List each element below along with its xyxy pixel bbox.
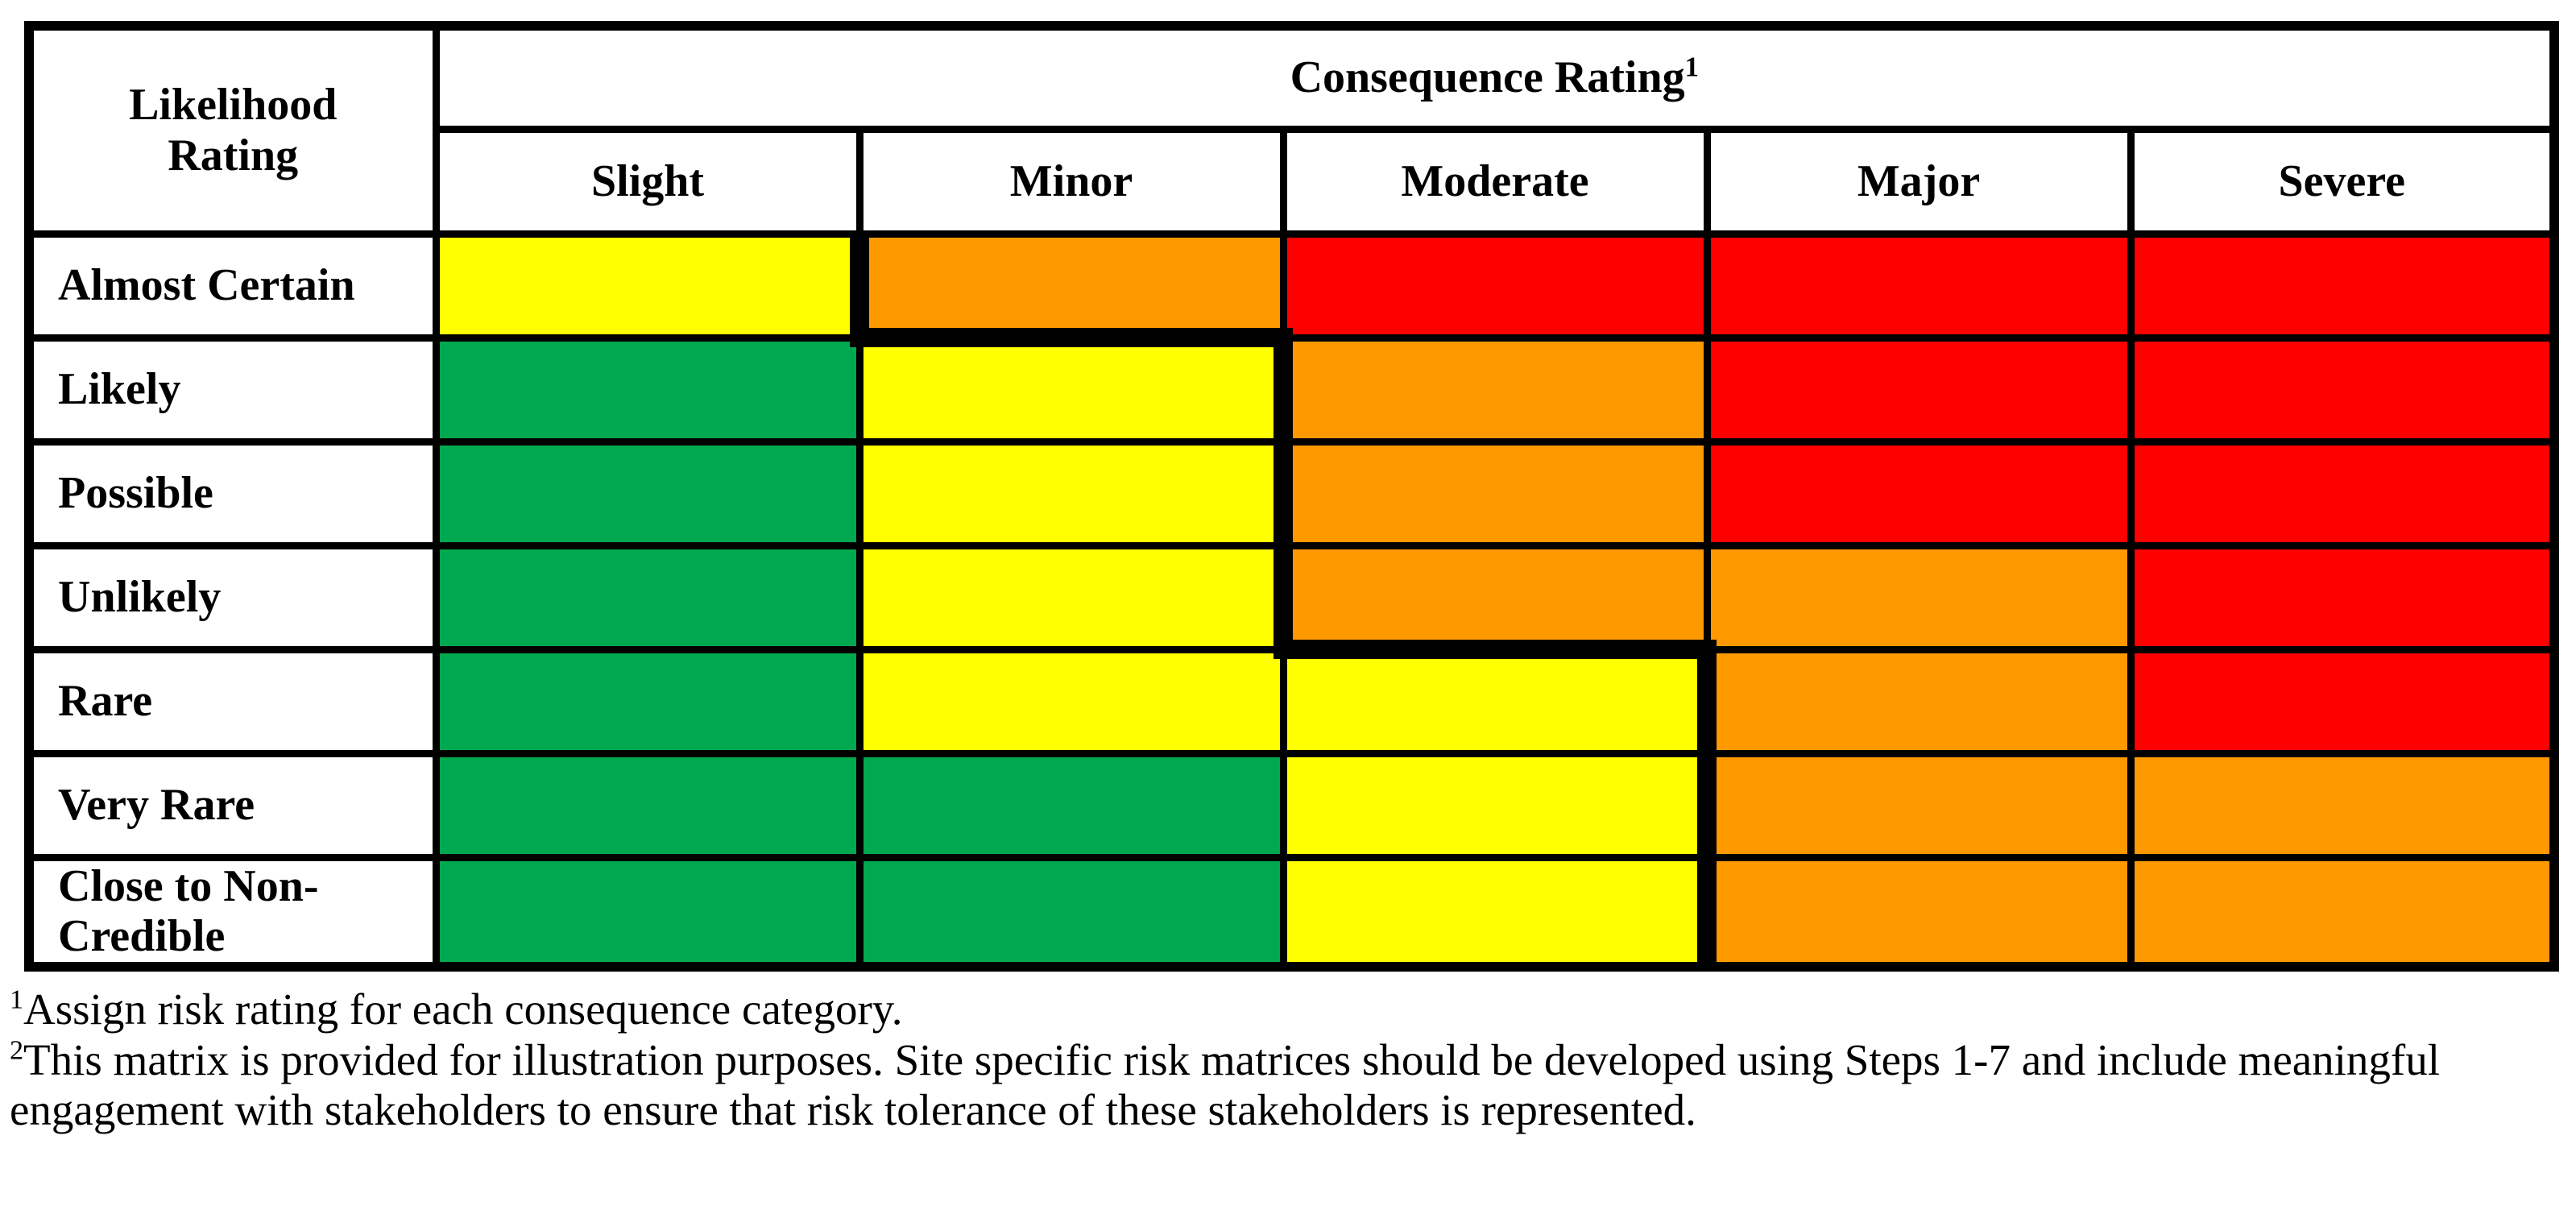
consequence-columns-row: Slight Minor Moderate Major Severe	[29, 125, 2558, 238]
row-label-unlikely: Unlikely	[25, 541, 440, 653]
risk-cell-close-to-non-credible-severe	[2127, 853, 2558, 971]
risk-cell-very-rare-major	[1697, 749, 2135, 861]
risk-cell-likely-minor	[855, 334, 1287, 446]
footnote-marker-2: 2	[10, 1035, 24, 1066]
table-row-possible: Possible	[25, 437, 2558, 549]
risk-cell-almost-certain-severe	[2127, 230, 2558, 342]
row-label-likely: Likely	[25, 334, 440, 446]
risk-cell-possible-major	[1703, 437, 2135, 549]
risk-cell-unlikely-major	[1703, 541, 2135, 653]
risk-cell-rare-minor	[855, 645, 1287, 757]
table-row-likely: Likely	[25, 334, 2558, 446]
row-label-very-rare: Very Rare	[25, 749, 440, 861]
risk-cell-unlikely-severe	[2127, 541, 2558, 653]
risk-cell-likely-moderate	[1274, 334, 1711, 446]
consequence-rating-header-label: Consequence Rating	[1290, 52, 1685, 103]
risk-cell-almost-certain-minor	[850, 230, 1287, 347]
row-label-almost-certain: Almost Certain	[25, 230, 440, 342]
table-row-unlikely: Unlikely	[25, 541, 2558, 659]
risk-cell-close-to-non-credible-moderate	[1279, 853, 1711, 971]
column-header-severe: Severe	[2127, 125, 2558, 238]
risk-cell-almost-certain-major	[1703, 230, 2135, 342]
risk-cell-likely-severe	[2127, 334, 2558, 446]
risk-cell-possible-slight	[432, 437, 863, 549]
column-header-moderate: Moderate	[1279, 125, 1711, 238]
risk-matrix-table: Likelihood Rating Consequence Rating1 Sl…	[24, 21, 2560, 972]
group-header-row: Likelihood Rating Consequence Rating1	[25, 22, 2558, 238]
table-row-close-to-non-credible: Close to Non-Credible	[25, 853, 2558, 971]
table-row-almost-certain: Almost Certain	[25, 230, 2558, 347]
risk-cell-unlikely-minor	[855, 541, 1287, 653]
risk-cell-rare-moderate	[1279, 645, 1711, 757]
footnote-marker-1: 1	[10, 984, 24, 1015]
risk-cell-likely-slight	[432, 334, 863, 446]
risk-cell-likely-major	[1703, 334, 2135, 446]
row-label-close-to-non-credible: Close to Non-Credible	[25, 853, 440, 971]
risk-cell-very-rare-moderate	[1279, 749, 1711, 861]
risk-cell-rare-major	[1697, 645, 2135, 757]
risk-cell-unlikely-slight	[432, 541, 863, 653]
row-label-rare: Rare	[25, 645, 440, 757]
risk-cell-close-to-non-credible-major	[1697, 853, 2135, 971]
risk-cell-close-to-non-credible-slight	[432, 853, 863, 971]
risk-cell-almost-certain-slight	[432, 230, 863, 342]
column-header-minor: Minor	[855, 125, 1287, 238]
risk-cell-possible-moderate	[1274, 437, 1711, 549]
consequence-rating-header: Consequence Rating1	[432, 22, 2558, 133]
likelihood-rating-header-label: Likelihood Rating	[129, 80, 338, 180]
footnotes: 1Assign risk rating for each consequence…	[10, 984, 2566, 1136]
likelihood-rating-header: Likelihood Rating	[25, 22, 440, 238]
risk-cell-very-rare-severe	[2127, 749, 2558, 861]
column-header-major: Major	[1703, 125, 2135, 238]
footnote-reference-1: 1	[1684, 51, 1699, 83]
risk-cell-very-rare-slight	[432, 749, 863, 861]
footnote-1: 1Assign risk rating for each consequence…	[10, 984, 903, 1034]
footnote-2: 2This matrix is provided for illustratio…	[10, 1034, 2441, 1135]
risk-cell-possible-severe	[2127, 437, 2558, 549]
table-row-very-rare: Very Rare	[25, 749, 2558, 861]
risk-cell-very-rare-minor	[855, 749, 1287, 861]
table-row-rare: Rare	[25, 645, 2558, 757]
column-header-slight: Slight	[432, 125, 863, 238]
risk-cell-rare-severe	[2127, 645, 2558, 757]
risk-cell-almost-certain-moderate	[1279, 230, 1711, 342]
matrix-body: Almost Certain Likely Possible Unlikely Rare…	[25, 230, 2558, 971]
risk-cell-possible-minor	[855, 437, 1287, 549]
risk-cell-rare-slight	[432, 645, 863, 757]
risk-cell-close-to-non-credible-minor	[855, 853, 1287, 971]
risk-cell-unlikely-moderate	[1274, 541, 1711, 659]
row-label-possible: Possible	[25, 437, 440, 549]
